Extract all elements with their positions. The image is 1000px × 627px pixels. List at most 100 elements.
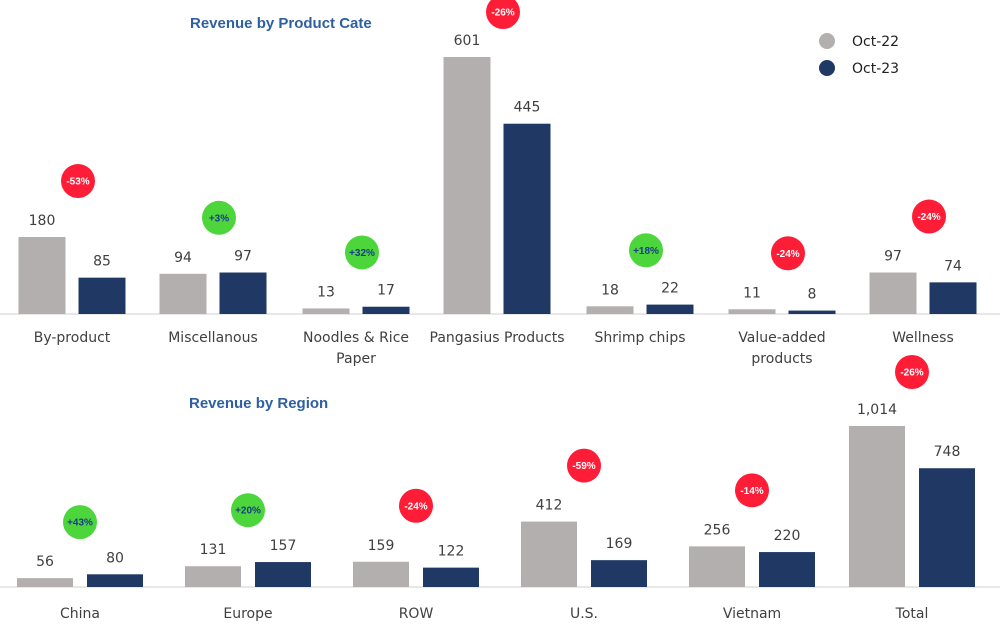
bar-oct23 bbox=[591, 560, 647, 587]
legend: Oct-22 Oct-23 bbox=[819, 33, 899, 77]
category-label: China bbox=[60, 606, 100, 622]
region-chart-title: Revenue by Region bbox=[189, 395, 328, 412]
data-label-oct23: 85 bbox=[93, 254, 111, 270]
decrease-badge-circle bbox=[912, 199, 946, 234]
bar-oct22 bbox=[185, 566, 241, 587]
data-label-oct22: 159 bbox=[368, 538, 395, 554]
increase-badge-circle bbox=[231, 493, 265, 528]
bar-oct23 bbox=[929, 282, 977, 314]
bar-oct23 bbox=[759, 552, 815, 587]
bar-oct23 bbox=[255, 562, 311, 587]
data-label-oct23: 97 bbox=[234, 249, 252, 265]
change-badge: -24% bbox=[912, 199, 946, 234]
category-label: U.S. bbox=[570, 606, 598, 622]
bar-oct22 bbox=[302, 308, 350, 314]
legend-curr-label: Oct-23 bbox=[852, 61, 899, 77]
change-label: -24% bbox=[404, 501, 427, 512]
region-chart: 56 80 China +43% 131 157 Europe +20% 159 122 ROW -2… bbox=[0, 355, 1000, 622]
bar-oct22 bbox=[353, 561, 409, 587]
change-badge: -53% bbox=[61, 164, 95, 199]
bar-oct22 bbox=[586, 306, 634, 314]
data-label-oct22: 94 bbox=[174, 250, 192, 266]
change-badge: +20% bbox=[231, 493, 265, 528]
change-label: +32% bbox=[349, 248, 375, 259]
bar-oct23 bbox=[919, 468, 975, 587]
bar-oct22 bbox=[728, 309, 776, 314]
legend-curr-swatch bbox=[819, 60, 835, 76]
decrease-badge-circle bbox=[567, 448, 601, 483]
change-label: -26% bbox=[491, 8, 514, 19]
decrease-badge-circle bbox=[61, 164, 95, 199]
data-label-oct22: 18 bbox=[601, 282, 619, 298]
data-label-oct22: 180 bbox=[29, 213, 56, 229]
change-badge: +3% bbox=[202, 200, 236, 235]
bar-oct23 bbox=[219, 272, 267, 314]
bar-oct22 bbox=[521, 521, 577, 587]
change-badge: -24% bbox=[399, 488, 433, 523]
category-label: Wellness bbox=[892, 330, 954, 346]
bar-oct22 bbox=[443, 57, 491, 314]
bar-oct23 bbox=[362, 306, 410, 314]
bar-oct23 bbox=[646, 304, 694, 314]
legend-prev-label: Oct-22 bbox=[852, 34, 899, 50]
increase-badge-circle bbox=[345, 235, 379, 270]
data-label-oct22: 56 bbox=[36, 554, 54, 570]
category-label: Vietnam bbox=[723, 606, 781, 622]
category-label: Total bbox=[895, 606, 929, 622]
change-badge: +32% bbox=[345, 235, 379, 270]
decrease-badge-circle bbox=[895, 355, 929, 389]
legend-prev-swatch bbox=[819, 33, 835, 49]
decrease-badge-circle bbox=[771, 236, 805, 271]
change-label: +43% bbox=[67, 518, 93, 529]
decrease-badge-circle bbox=[735, 473, 769, 508]
change-label: -24% bbox=[917, 212, 940, 223]
data-label-oct22: 131 bbox=[200, 542, 227, 558]
bar-oct23 bbox=[78, 277, 126, 314]
change-label: +18% bbox=[633, 246, 659, 257]
data-label-oct23: 80 bbox=[106, 550, 124, 566]
bar-oct22 bbox=[869, 272, 917, 314]
bar-oct22 bbox=[159, 273, 207, 314]
category-label: Value-added bbox=[738, 330, 825, 346]
data-label-oct22: 601 bbox=[454, 33, 481, 49]
data-label-oct23: 17 bbox=[377, 283, 395, 299]
change-label: -24% bbox=[776, 249, 799, 260]
data-label-oct23: 122 bbox=[438, 544, 465, 560]
change-label: -53% bbox=[66, 177, 89, 188]
data-label-oct22: 1,014 bbox=[857, 402, 897, 418]
product-chart: 180 85 By-product -53% 94 97 Miscellanous +3% 13… bbox=[0, 0, 1000, 367]
bar-oct22 bbox=[17, 578, 73, 587]
data-label-oct23: 74 bbox=[944, 258, 962, 274]
data-label-oct22: 11 bbox=[743, 285, 761, 301]
category-label: Pangasius Products bbox=[430, 330, 565, 346]
data-label-oct22: 412 bbox=[536, 498, 563, 514]
category-label: ROW bbox=[399, 606, 434, 622]
data-label-oct23: 445 bbox=[514, 100, 541, 116]
data-label-oct23: 220 bbox=[774, 528, 801, 544]
increase-badge-circle bbox=[629, 233, 663, 268]
change-badge: +43% bbox=[63, 505, 97, 540]
category-label: By-product bbox=[34, 330, 111, 346]
bar-oct23 bbox=[87, 574, 143, 587]
category-label: Shrimp chips bbox=[594, 330, 685, 346]
increase-badge-circle bbox=[202, 200, 236, 235]
category-label: Noodles & Rice bbox=[303, 330, 409, 346]
data-label-oct23: 169 bbox=[606, 536, 633, 552]
decrease-badge-circle bbox=[486, 0, 520, 29]
bar-oct22 bbox=[849, 426, 905, 587]
change-badge: -26% bbox=[486, 0, 520, 29]
bar-oct23 bbox=[788, 310, 836, 314]
data-label-oct23: 22 bbox=[661, 281, 679, 297]
bar-oct22 bbox=[689, 546, 745, 587]
decrease-badge-circle bbox=[399, 488, 433, 523]
change-label: -26% bbox=[900, 368, 923, 379]
increase-badge-circle bbox=[63, 505, 97, 540]
change-badge: -14% bbox=[735, 473, 769, 508]
data-label-oct22: 13 bbox=[317, 284, 335, 300]
change-badge: -59% bbox=[567, 448, 601, 483]
product-chart-title: Revenue by Product Cate bbox=[190, 15, 372, 32]
change-badge: +18% bbox=[629, 233, 663, 268]
category-label: Paper bbox=[336, 351, 376, 367]
data-label-oct22: 97 bbox=[884, 249, 902, 265]
